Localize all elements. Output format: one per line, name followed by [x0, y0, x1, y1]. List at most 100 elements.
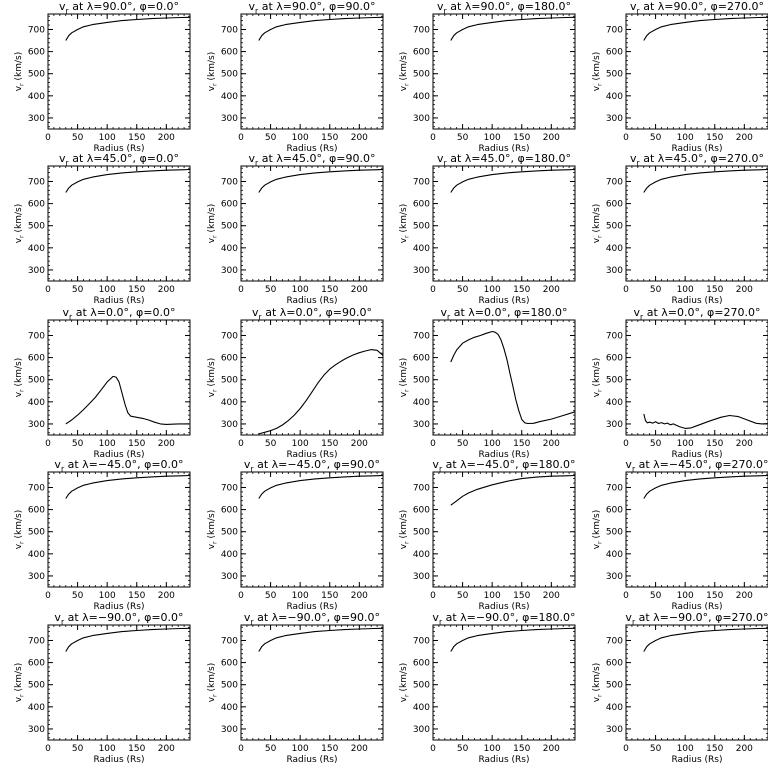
var-subscript: r: [404, 694, 411, 697]
var-symbol: v: [625, 458, 632, 471]
chart-panel: vr at λ=90.0°, φ=270.0°0 50 100 150 20030040…: [592, 0, 768, 154]
var-symbol: v: [441, 306, 448, 319]
y-tick-label: 300: [28, 420, 45, 430]
var-subscript: r: [19, 541, 26, 544]
y-tick-label: 300: [221, 725, 238, 735]
y-tick-label: 300: [413, 725, 430, 735]
chart-panel: vr at λ=−90.0°, φ=180.0°0 50 100 150 2003004…: [399, 611, 576, 765]
x-axis-label: Radius (Rs): [286, 296, 337, 306]
y-tick-label: 600: [606, 354, 623, 364]
x-axis-label: Radius (Rs): [286, 602, 337, 612]
var-rest: (km/s): [399, 663, 409, 695]
y-tick-label: 700: [28, 483, 45, 493]
y-axis-label: vr (km/s): [207, 663, 219, 703]
x-tick-label: 200: [351, 591, 368, 601]
y-tick-label: 500: [606, 376, 623, 386]
x-axis-label: Radius (Rs): [478, 755, 529, 765]
x-tick-label: 0: [238, 133, 244, 143]
chart-panel: vr at λ=0.0°, φ=0.0°0 50 100 150 20030040050…: [14, 306, 191, 460]
x-tick-label: 100: [484, 133, 501, 143]
y-axis-label: vr (km/s): [592, 52, 604, 92]
x-tick-label: 150: [321, 439, 338, 449]
var-subscript: r: [597, 389, 604, 392]
plot-frame: [432, 165, 576, 282]
x-tick-label: 100: [484, 285, 501, 295]
x-axis-label: Radius (Rs): [286, 450, 337, 460]
var-rest: (km/s): [399, 204, 409, 236]
var-rest: (km/s): [207, 510, 217, 542]
chart-title: vr at λ=45.0°, φ=90.0°: [249, 152, 376, 167]
series-line: [643, 474, 768, 499]
var-rest: (km/s): [399, 358, 409, 390]
chart-panel: vr at λ=45.0°, φ=0.0°0 50 100 150 2003004005…: [14, 152, 191, 306]
var-symbol: v: [207, 391, 217, 397]
x-tick-label: 0: [623, 133, 629, 143]
y-tick-label: 500: [221, 376, 238, 386]
y-tick-label: 300: [221, 114, 238, 124]
series-line: [450, 16, 576, 41]
y-tick-label: 700: [413, 177, 430, 187]
series-line: [65, 168, 191, 193]
chart-title: vr at λ=−90.0°, φ=270.0°: [625, 611, 768, 626]
var-subscript: r: [632, 464, 636, 473]
y-axis-label: vr (km/s): [14, 358, 26, 398]
chart-panel: vr at λ=45.0°, φ=180.0°0 50 100 150 20030040…: [399, 152, 576, 306]
x-tick-label: 100: [292, 133, 309, 143]
x-axis-label: Radius (Rs): [93, 450, 144, 460]
chart-title: vr at λ=−45.0°, φ=180.0°: [432, 458, 575, 473]
var-subscript: r: [61, 617, 65, 626]
chart-title: vr at λ=−45.0°, φ=90.0°: [244, 458, 380, 473]
var-symbol: v: [592, 85, 602, 91]
var-symbol: v: [432, 611, 439, 624]
x-tick-label: 100: [99, 744, 116, 754]
var-rest: at λ=90.0°, φ=180.0°: [447, 0, 571, 13]
x-tick-label: 0: [623, 285, 629, 295]
var-rest: at λ=90.0°, φ=0.0°: [69, 0, 179, 13]
plot-frame: [47, 13, 191, 130]
y-tick-label: 600: [28, 659, 45, 669]
x-axis-label: Radius (Rs): [286, 144, 337, 154]
var-rest: (km/s): [207, 663, 217, 695]
x-tick-label: 150: [513, 744, 530, 754]
series-line: [643, 168, 768, 193]
var-subscript: r: [259, 312, 263, 321]
x-tick-label: 50: [457, 591, 469, 601]
plot-frame: [625, 13, 768, 130]
var-subscript: r: [212, 694, 219, 697]
x-tick-label: 200: [543, 439, 560, 449]
x-tick-label: 150: [128, 133, 145, 143]
var-subscript: r: [19, 694, 26, 697]
var-symbol: v: [207, 696, 217, 702]
x-tick-label: 0: [45, 133, 51, 143]
var-rest: (km/s): [592, 663, 602, 695]
var-subscript: r: [404, 83, 411, 86]
var-subscript: r: [61, 464, 65, 473]
plot-frame: [625, 471, 768, 588]
y-axis-label: vr (km/s): [14, 204, 26, 244]
y-tick-label: 700: [413, 331, 430, 341]
x-tick-label: 150: [128, 439, 145, 449]
y-tick-label: 500: [606, 681, 623, 691]
y-tick-label: 700: [221, 636, 238, 646]
x-tick-label: 100: [292, 744, 309, 754]
y-axis-label: vr (km/s): [399, 52, 411, 92]
x-tick-label: 0: [45, 591, 51, 601]
y-axis-label: vr (km/s): [592, 663, 604, 703]
var-subscript: r: [255, 6, 259, 15]
y-axis-label: vr (km/s): [592, 358, 604, 398]
x-tick-label: 50: [72, 133, 84, 143]
y-tick-label: 600: [413, 200, 430, 210]
series-line: [643, 16, 768, 41]
var-rest: at λ=−90.0°, φ=0.0°: [64, 611, 183, 624]
x-tick-label: 150: [513, 285, 530, 295]
plot-frame: [240, 471, 384, 588]
var-rest: at λ=0.0°, φ=270.0°: [643, 306, 760, 319]
x-axis-label: Radius (Rs): [671, 144, 722, 154]
var-symbol: v: [625, 611, 632, 624]
x-tick-label: 100: [484, 439, 501, 449]
x-tick-label: 100: [677, 285, 694, 295]
var-symbol: v: [207, 237, 217, 243]
y-tick-label: 300: [413, 114, 430, 124]
x-tick-label: 200: [543, 285, 560, 295]
y-axis-label: vr (km/s): [399, 204, 411, 244]
